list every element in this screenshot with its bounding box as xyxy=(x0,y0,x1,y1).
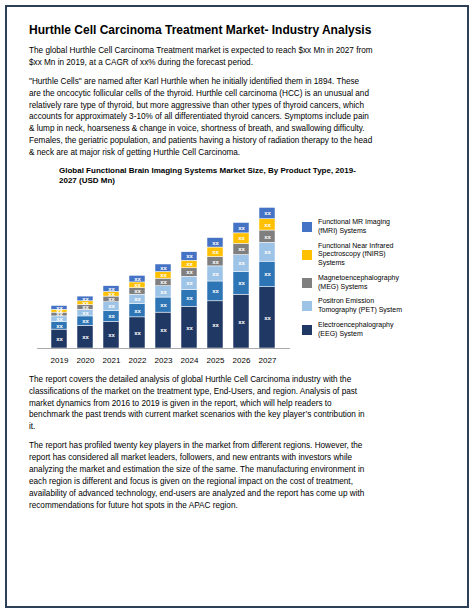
svg-text:xx: xx xyxy=(264,222,271,228)
svg-text:2022: 2022 xyxy=(129,356,147,365)
html-text:Electroencephalography (EEG) S: Electroencephalography (EEG) System xyxy=(318,320,394,337)
svg-text:xx: xx xyxy=(212,322,219,328)
svg-text:2023: 2023 xyxy=(155,356,173,365)
svg-text:xx: xx xyxy=(186,253,193,259)
svg-text:xx: xx xyxy=(160,289,167,295)
svg-text:xx: xx xyxy=(160,279,167,285)
svg-text:xx: xx xyxy=(160,302,167,308)
svg-text:xx: xx xyxy=(160,265,167,271)
svg-text:xx: xx xyxy=(238,235,245,241)
svg-text:xx: xx xyxy=(108,296,115,302)
svg-text:xx: xx xyxy=(82,318,89,324)
svg-text:2027: 2027 xyxy=(259,356,277,365)
html-text:Positron Emission Tomography (: Positron Emission Tomography (PET) Syste… xyxy=(318,297,402,314)
svg-text:xx: xx xyxy=(238,280,245,286)
svg-text:2026: 2026 xyxy=(233,356,251,365)
svg-text:xx: xx xyxy=(264,271,271,277)
html-text:The report covers the detailed: The report covers the detailed analysis … xyxy=(29,374,365,432)
svg-text:2019: 2019 xyxy=(51,356,69,365)
svg-text:xx: xx xyxy=(186,324,193,330)
svg-text:xx: xx xyxy=(56,316,63,322)
svg-text:xx: xx xyxy=(56,323,63,329)
svg-text:xx: xx xyxy=(186,280,193,286)
svg-text:xx: xx xyxy=(82,304,89,311)
svg-text:xx: xx xyxy=(108,313,115,319)
svg-text:2020: 2020 xyxy=(77,356,95,365)
svg-text:xx: xx xyxy=(56,305,63,311)
svg-text:xx: xx xyxy=(264,249,271,255)
html-text:The global Hurthle Cell Carcin: The global Hurthle Cell Carcinoma Treatm… xyxy=(29,46,373,67)
svg-text:xx: xx xyxy=(264,210,271,216)
svg-text:xx: xx xyxy=(264,233,271,239)
svg-text:xx: xx xyxy=(134,276,141,282)
svg-text:xx: xx xyxy=(212,249,219,255)
svg-text:xx: xx xyxy=(212,240,219,246)
svg-text:xx: xx xyxy=(186,261,193,267)
svg-text:2025: 2025 xyxy=(207,356,225,365)
html-text:"Hurthle Cells" are named afte: "Hurthle Cells" are named after Karl Hur… xyxy=(29,76,373,158)
svg-text:xx: xx xyxy=(108,303,115,309)
svg-text:xx: xx xyxy=(238,246,245,252)
html-text:The report has profiled twenty: The report has profiled twenty key playe… xyxy=(29,441,365,510)
html-text:Global Functional Brain Imagin: Global Functional Brain Imaging Systems … xyxy=(59,166,356,186)
svg-text:xx: xx xyxy=(134,288,141,294)
svg-text:xx: xx xyxy=(134,307,141,313)
svg-text:xx: xx xyxy=(82,310,89,316)
svg-text:xx: xx xyxy=(108,332,115,338)
svg-text:xx: xx xyxy=(160,272,167,278)
svg-text:xx: xx xyxy=(56,311,63,318)
html-text:Functional Near Infrared Spect: Functional Near Infrared Spectroscopy (f… xyxy=(318,241,394,267)
svg-text:xx: xx xyxy=(186,269,193,275)
svg-text:xx: xx xyxy=(82,296,89,302)
svg-text:xx: xx xyxy=(238,318,245,324)
svg-text:xx: xx xyxy=(108,291,115,297)
svg-text:xx: xx xyxy=(212,258,219,264)
svg-text:xx: xx xyxy=(108,286,115,292)
html-text:Hurthle Cell Carcinoma Treatme: Hurthle Cell Carcinoma Treatment Market-… xyxy=(29,23,372,37)
svg-text:2021: 2021 xyxy=(103,356,121,365)
svg-text:xx: xx xyxy=(264,315,271,321)
svg-text:xx: xx xyxy=(186,295,193,301)
svg-text:xx: xx xyxy=(134,296,141,302)
svg-text:xx: xx xyxy=(56,336,63,342)
svg-text:xx: xx xyxy=(134,330,141,336)
svg-text:xx: xx xyxy=(238,260,245,266)
svg-text:2024: 2024 xyxy=(181,356,199,365)
html-text:Functional MR Imaging (fMRI) S: Functional MR Imaging (fMRI) Systems xyxy=(318,218,390,234)
svg-text:xx: xx xyxy=(160,327,167,333)
html-text:Magnetoencephalography (MEG) S: Magnetoencephalography (MEG) Systems xyxy=(318,273,399,290)
svg-text:xx: xx xyxy=(212,288,219,294)
svg-text:xx: xx xyxy=(82,334,89,340)
svg-text:xx: xx xyxy=(238,225,245,231)
svg-text:xx: xx xyxy=(134,282,141,288)
svg-text:xx: xx xyxy=(212,271,219,277)
svg-text:xx: xx xyxy=(82,299,89,306)
